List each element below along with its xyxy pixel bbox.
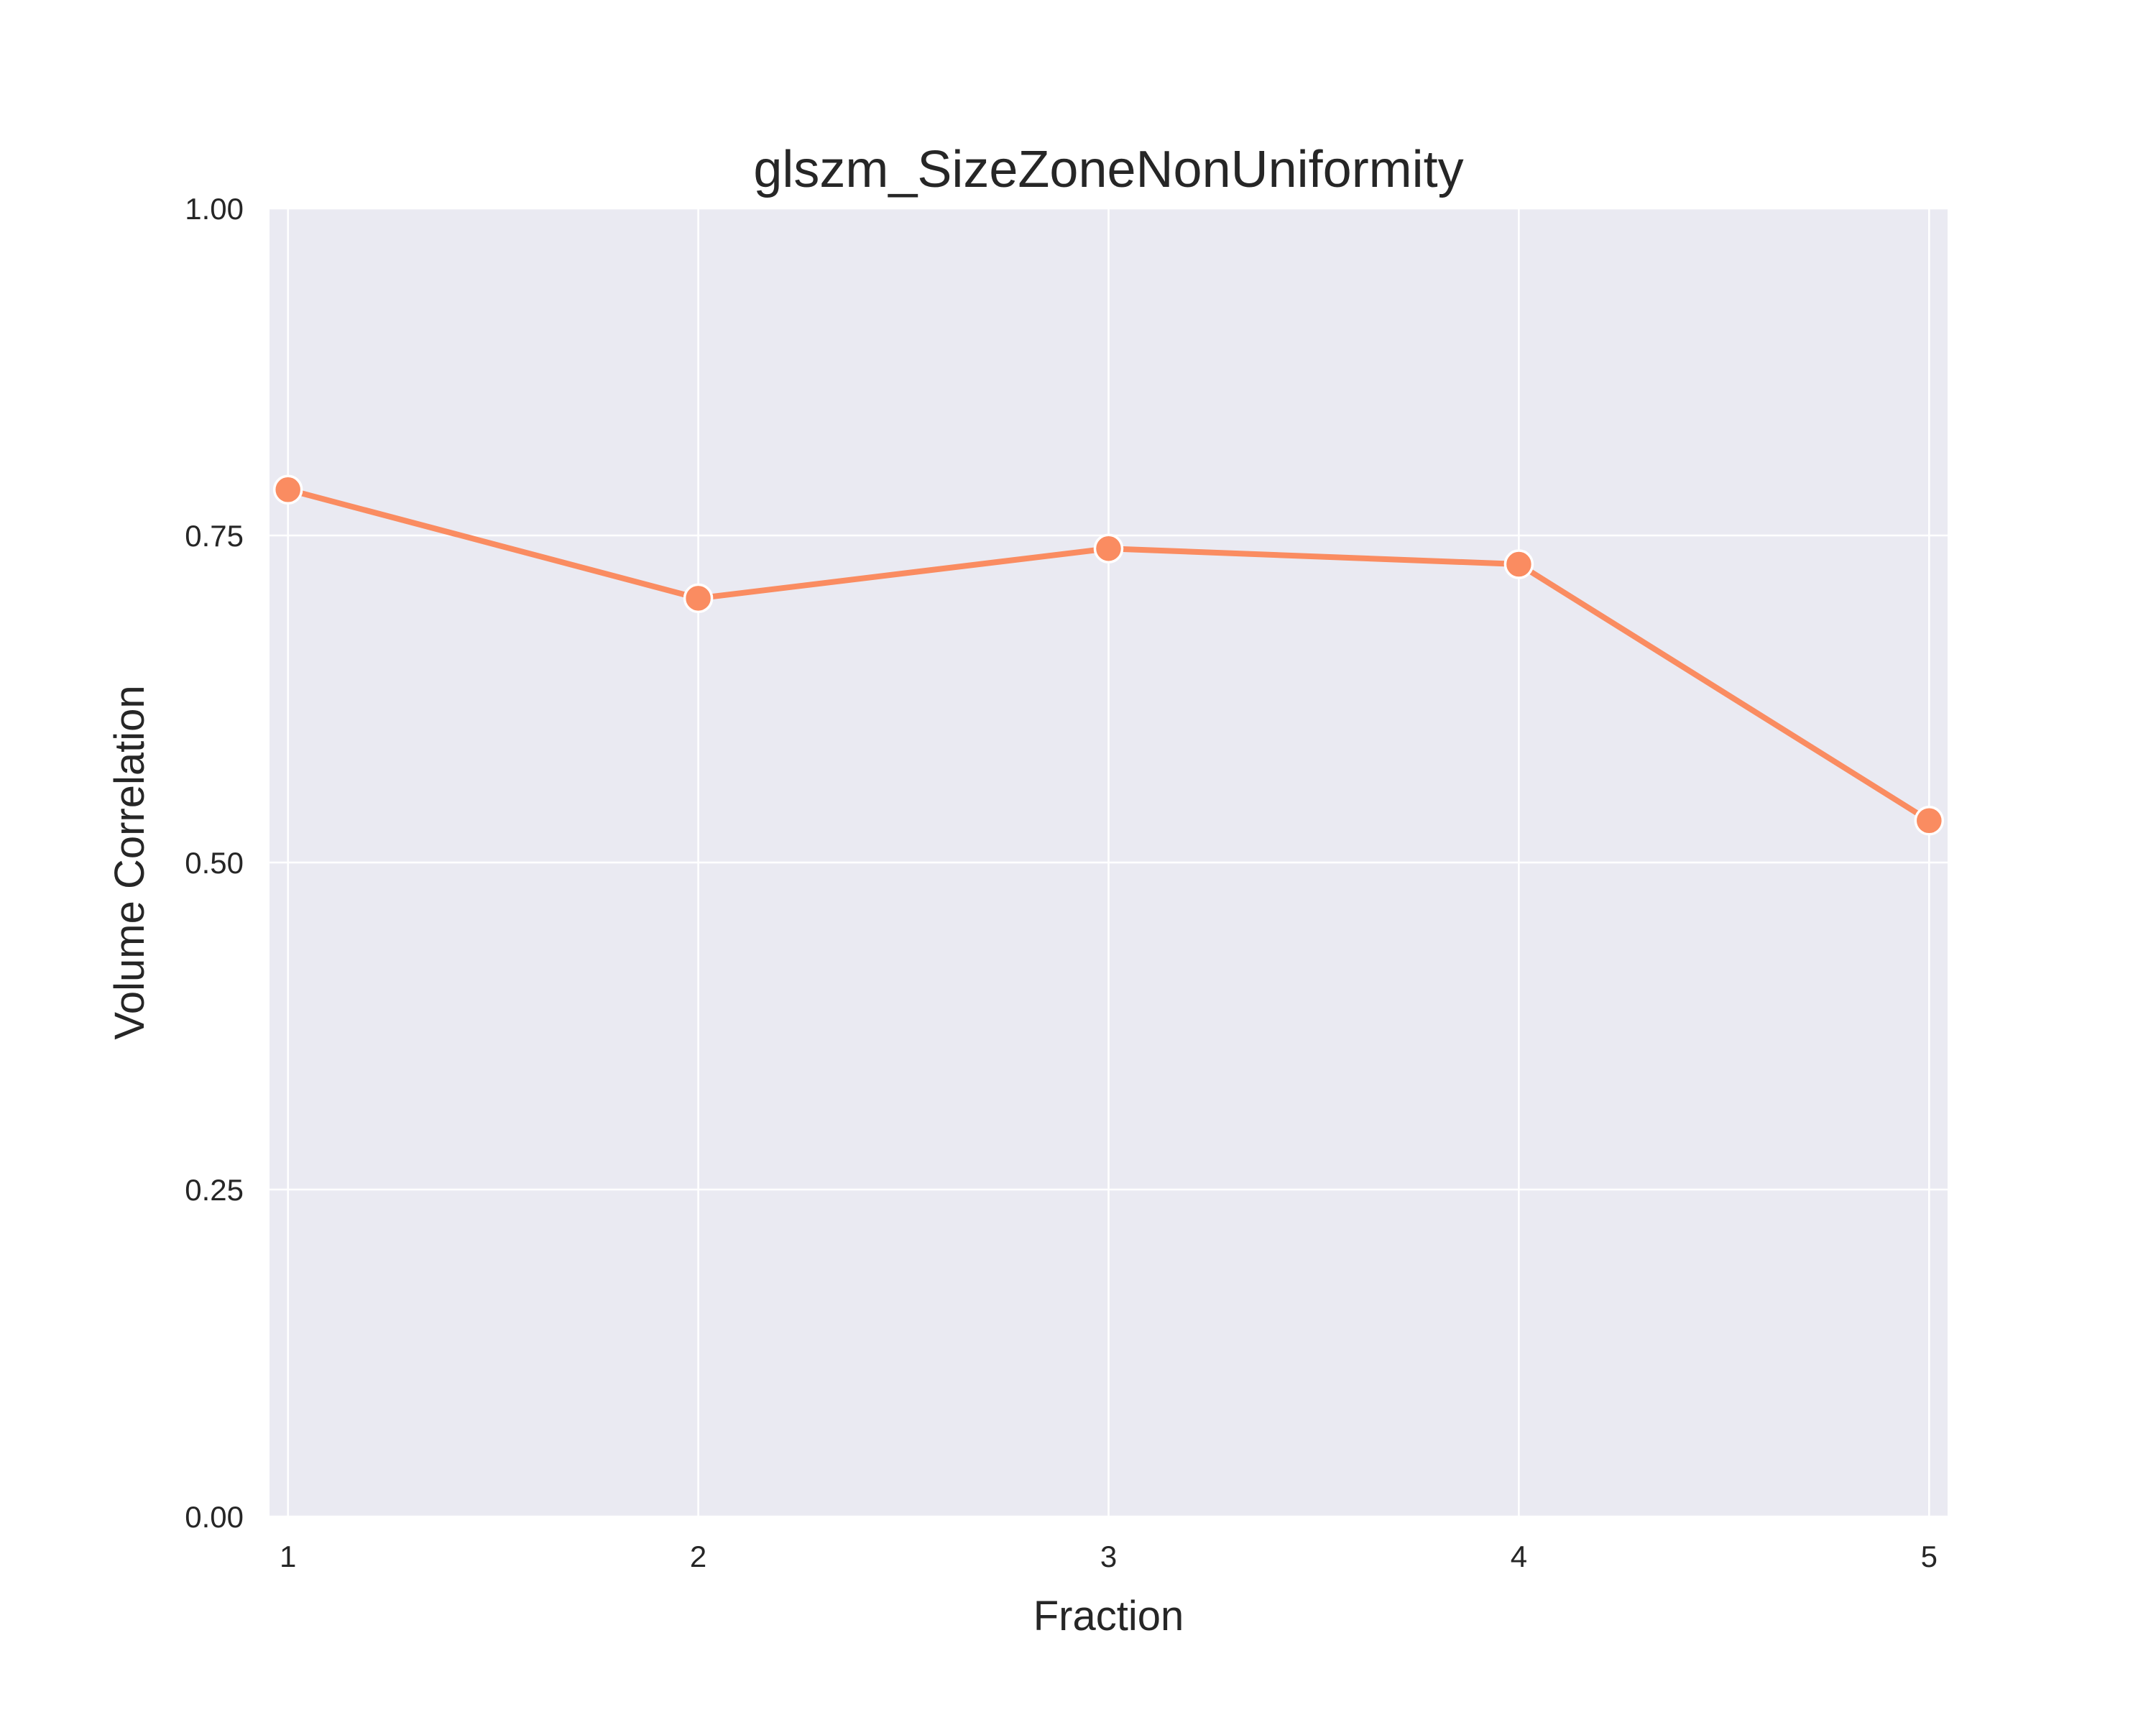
data-point: [1093, 533, 1124, 564]
x-tick-label: 4: [1511, 1540, 1527, 1573]
series-group: [272, 474, 1945, 836]
y-tick-label: 0.75: [185, 519, 244, 553]
x-axis-label: Fraction: [1033, 1593, 1184, 1639]
y-tick-label: 0.00: [185, 1500, 244, 1534]
x-tick-label: 1: [280, 1540, 296, 1573]
data-point: [272, 474, 303, 505]
data-point: [1503, 549, 1534, 579]
x-tick-label: 5: [1921, 1540, 1938, 1573]
data-point: [683, 583, 714, 614]
x-axis-ticks: 1 2 3 4 5: [280, 1540, 1938, 1573]
data-point: [1914, 806, 1945, 836]
grid: [270, 207, 1948, 1518]
y-tick-label: 0.25: [185, 1173, 244, 1207]
y-tick-label: 1.00: [185, 192, 244, 226]
y-tick-label: 0.50: [185, 846, 244, 880]
y-axis-label: Volume Correlation: [106, 685, 153, 1039]
x-tick-label: 3: [1100, 1540, 1117, 1573]
y-axis-ticks: 0.00 0.25 0.50 0.75 1.00: [185, 192, 244, 1534]
chart-title: glszm_SizeZoneNonUniformity: [753, 141, 1463, 198]
x-tick-label: 2: [690, 1540, 706, 1573]
